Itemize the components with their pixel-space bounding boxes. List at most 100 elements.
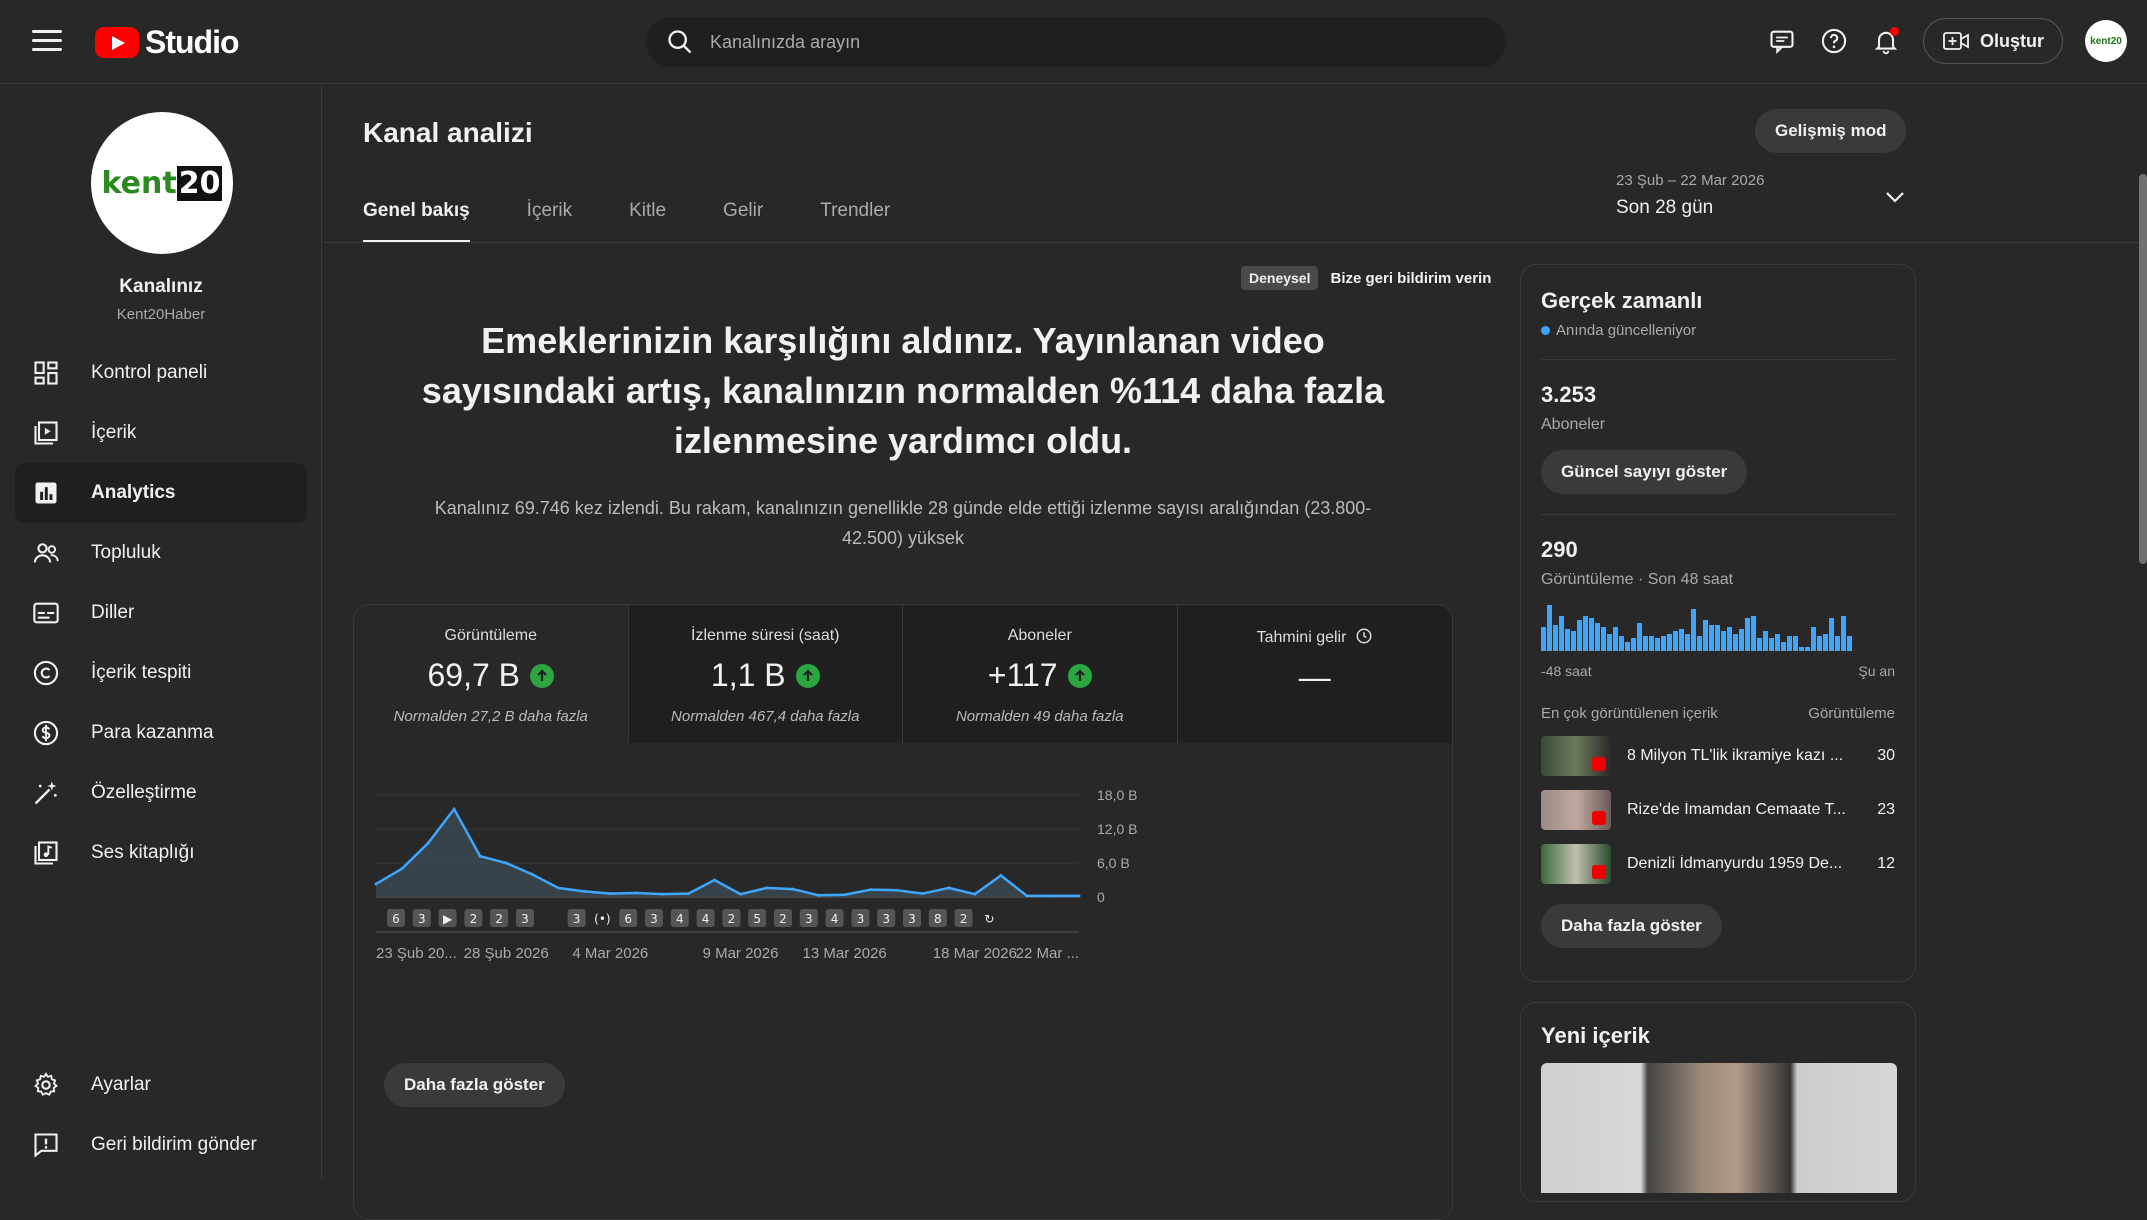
upload-marker-label: 2 [470,912,478,926]
help-icon[interactable] [1819,26,1849,56]
show-more-button[interactable]: Daha fazla göster [384,1063,565,1107]
studio-logo[interactable]: Studio [95,24,240,61]
date-range-picker[interactable]: 23 Şub – 22 Mar 2026 Son 28 gün [1616,172,1906,219]
axis-start-label: -48 saat [1541,663,1592,679]
realtime-bar [1775,634,1780,651]
metric-label: İzlenme süresi (saat) [691,627,840,644]
tab-4[interactable]: Trendler [820,200,891,221]
realtime-bar [1823,634,1828,651]
tab-1[interactable]: İçerik [526,200,573,221]
feedback-icon [31,1130,61,1160]
notifications-icon[interactable] [1871,26,1901,56]
sidebar-item-gear[interactable]: Ayarlar [15,1055,307,1115]
account-avatar[interactable]: kent20 [2085,20,2127,62]
new-content-card: Yeni içerik [1520,1002,1916,1202]
data-point [1025,894,1029,898]
channel-avatar[interactable]: kent20 [91,112,233,254]
gear-icon [31,1070,61,1100]
sidebar-item-community[interactable]: Topluluk [15,523,307,583]
realtime-show-more-button[interactable]: Daha fazla göster [1541,904,1722,948]
top-content-item[interactable]: Denizli İdmanyurdu 1959 De... 12 [1541,844,1895,884]
sidebar-item-magic-wand[interactable]: Özelleştirme [15,763,307,823]
upload-marker-label: 2 [779,912,787,926]
tab-3[interactable]: Gelir [723,200,764,221]
video-view-count: 23 [1877,801,1895,818]
metric-tab[interactable]: Tahmini gelir — [1177,605,1452,743]
sidebar-item-analytics[interactable]: Analytics [15,463,307,523]
y-tick-label: 18,0 B [1097,787,1137,803]
sidebar-item-content[interactable]: İçerik [15,403,307,463]
create-button[interactable]: Oluştur [1922,18,2063,64]
search-input[interactable] [710,31,1470,53]
arrow-up-icon [795,663,820,688]
data-point [556,886,560,890]
realtime-status: Anında güncelleniyor [1541,322,1895,339]
metric-tab[interactable]: Görüntüleme 69,7 B Normalden 27,2 B daha f… [354,605,629,743]
sidebar-item-dashboard[interactable]: Kontrol paneli [15,343,307,403]
sidebar-item-label: Para kazanma [91,722,214,743]
realtime-bar [1547,605,1552,651]
realtime-bar [1601,627,1606,651]
data-point [791,887,795,891]
realtime-bar [1811,627,1816,651]
top-content-header: En çok görüntülenen içerik Görüntüleme [1541,705,1895,722]
realtime-bar [1781,642,1786,651]
scrollbar[interactable] [2139,174,2147,564]
top-content-item[interactable]: 8 Milyon TL'lik ikramiye kazı ... 30 [1541,736,1895,776]
realtime-bar [1679,629,1684,651]
tab-bar: Genel bakış İçerik Kitle Gelir Trendler [363,200,947,243]
data-point [973,892,977,896]
sidebar-item-label: İçerik tespiti [91,662,192,683]
data-point [1051,894,1055,898]
data-point [843,893,847,897]
realtime-bar [1661,636,1666,651]
video-title: 8 Milyon TL'lik ikramiye kazı ... [1627,747,1844,764]
metric-value-row: +117 [903,657,1177,694]
metric-tab[interactable]: Aboneler +117 Normalden 49 daha fazla [903,605,1178,743]
sidebar-item-copyright[interactable]: İçerik tespiti [15,643,307,703]
messages-icon[interactable] [1767,26,1797,56]
shorts-icon [1592,865,1606,879]
x-tick-label: 13 Mar 2026 [803,945,887,962]
realtime-bar [1667,634,1672,651]
new-content-thumbnail[interactable] [1541,1063,1897,1193]
data-point [400,867,404,871]
x-tick-label: 22 Mar ... [1016,945,1079,962]
tab-2[interactable]: Kitle [629,200,667,221]
realtime-bar [1571,631,1576,651]
metric-value-row: — [1178,659,1452,696]
give-feedback-link[interactable]: Bize geri bildirim verin [1330,269,1492,287]
sidebar-item-feedback[interactable]: Geri bildirim gönder [15,1115,307,1175]
sidebar-item-label: Kontrol paneli [91,362,208,383]
x-tick-label: 23 Şub 20... [376,945,457,962]
realtime-bar [1589,618,1594,651]
sidebar-item-audio-library[interactable]: Ses kitaplığı [15,823,307,883]
metric-note: Normalden 467,4 daha fazla [671,708,860,725]
video-thumbnail [1541,790,1611,830]
tab-0[interactable]: Genel bakış [363,200,470,243]
sidebar: kent20 Kanalınız Kent20Haber Kontrol pan… [0,84,322,1179]
upload-marker-label: 5 [753,912,761,926]
tab-divider [323,242,2147,243]
sidebar-item-subtitles[interactable]: Diller [15,583,307,643]
metric-tab[interactable]: İzlenme süresi (saat) 1,1 B Normalden 467,… [628,605,903,743]
search-bar[interactable] [646,17,1506,67]
menu-icon[interactable] [32,30,62,54]
top-content-list: 8 Milyon TL'lik ikramiye kazı ... 30 Rize'… [1541,736,1895,884]
sidebar-item-dollar[interactable]: Para kazanma [15,703,307,763]
data-point [1077,894,1081,898]
upload-marker [774,909,792,927]
realtime-bar [1559,616,1564,651]
realtime-bar [1847,636,1852,651]
live-dot-icon [1541,326,1550,335]
top-content-item[interactable]: Rize'de İmamdan Cemaate T... 23 [1541,790,1895,830]
realtime-bar [1763,631,1768,651]
sidebar-item-label: Analytics [91,482,176,503]
upload-marker [903,909,921,927]
show-current-count-button[interactable]: Güncel sayıyı göster [1541,450,1748,494]
upload-marker [825,909,844,927]
metric-value-row: 69,7 B [354,657,628,694]
advanced-mode-button[interactable]: Gelişmiş mod [1755,109,1907,153]
series-line [375,806,1079,898]
upload-marker-label: 4 [702,912,710,926]
